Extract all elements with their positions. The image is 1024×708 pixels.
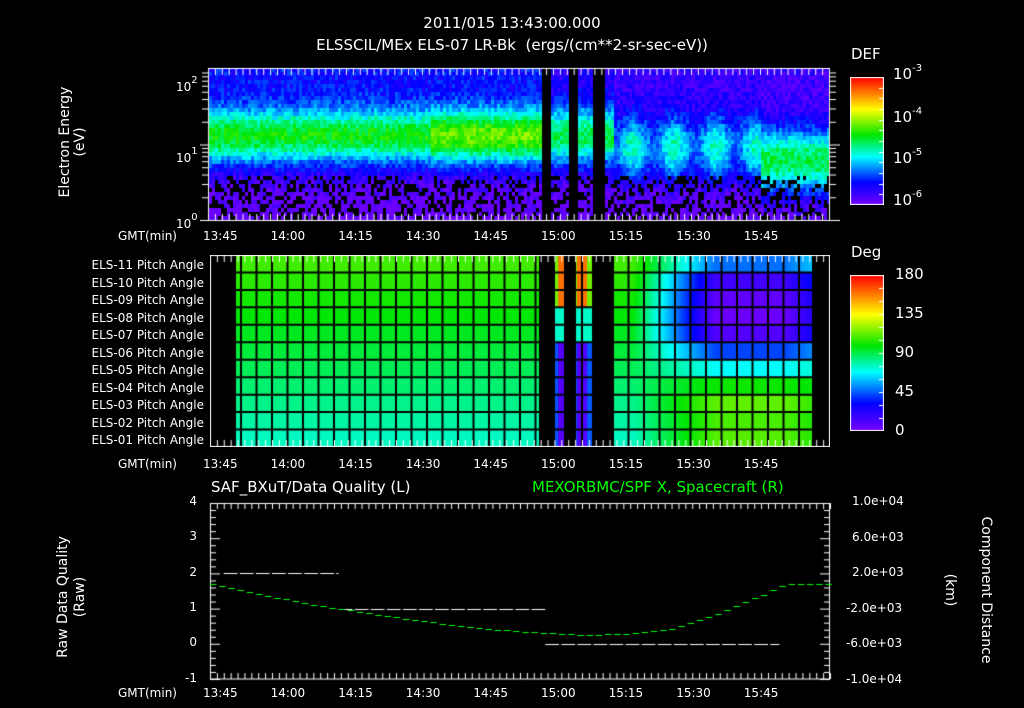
time-tick-label: 15:30 <box>676 229 711 243</box>
panel2-time-label: GMT(min) <box>118 457 177 471</box>
pitch-angle-grid <box>210 255 830 447</box>
deg-colorbar-label-0: 0 <box>895 421 905 439</box>
energy-spectrogram-axes <box>200 60 840 230</box>
deg-colorbar <box>850 275 884 431</box>
time-tick-label: 14:15 <box>338 457 373 471</box>
time-tick-label: 14:15 <box>338 229 373 243</box>
left-ytick-label: 4 <box>189 494 197 508</box>
panel1-ylabel: Electron Energy <box>57 86 73 198</box>
time-tick-label: 15:00 <box>541 457 576 471</box>
time-tick-label: 14:00 <box>270 457 306 471</box>
data-quality-line-plot <box>195 495 855 685</box>
panel1-yunit: (eV) <box>72 127 88 157</box>
time-tick-label: 15:30 <box>676 686 711 700</box>
right-ytick-label: -2.0e+03 <box>846 600 903 615</box>
time-tick-label: 14:30 <box>405 229 441 243</box>
right-ytick-label: 6.0e+03 <box>852 529 904 544</box>
left-ytick-label: 0 <box>189 635 197 650</box>
plot-timestamp: 2011/015 13:43:00.000 <box>423 14 601 32</box>
right-ytick-label: 1.0e+04 <box>852 494 904 508</box>
time-tick-label: 14:45 <box>473 229 508 243</box>
time-tick-label: 14:30 <box>405 686 441 700</box>
time-tick-label: 15:15 <box>608 457 644 471</box>
time-tick-label: 15:15 <box>608 229 644 243</box>
right-ytick-label: 2.0e+03 <box>852 565 904 580</box>
panel3-right-yunit: (km) <box>942 573 958 607</box>
def-colorbar-label-1e-6: 10-6 <box>893 189 923 209</box>
time-tick-label: 15:00 <box>541 229 576 243</box>
left-ytick-label: 3 <box>189 529 197 544</box>
pitch-angle-row-label: ELS-04 Pitch Angle <box>91 380 204 395</box>
panel1-ytick-1: 100 <box>176 212 198 231</box>
pitch-angle-row-label: ELS-02 Pitch Angle <box>91 415 204 430</box>
panel3-left-yunit: (Raw) <box>72 576 88 618</box>
panel1-time-label: GMT(min) <box>118 229 177 243</box>
pitch-angle-row-label: ELS-09 Pitch Angle <box>91 293 204 307</box>
panel1-ytick-10: 101 <box>176 146 198 165</box>
pitch-angle-row-label: ELS-07 Pitch Angle <box>91 328 204 342</box>
pitch-angle-row-label: ELS-06 Pitch Angle <box>91 345 204 360</box>
pitch-angle-row-label: ELS-10 Pitch Angle <box>91 275 204 290</box>
pitch-angle-row-label: ELS-01 Pitch Angle <box>91 433 204 447</box>
time-tick-label: 15:30 <box>676 457 711 471</box>
panel1-ytick-100: 102 <box>176 75 198 94</box>
def-colorbar-label-1e-4: 10-4 <box>893 106 923 126</box>
right-ytick-label: -1.0e+04 <box>846 672 903 686</box>
pitch-angle-row-label: ELS-08 Pitch Angle <box>91 310 204 325</box>
def-colorbar <box>850 77 884 205</box>
left-ytick-label: -1 <box>185 670 197 685</box>
time-tick-label: 14:45 <box>473 686 508 700</box>
panel3-left-title: SAF_BXuT/Data Quality (L) <box>211 478 411 496</box>
deg-colorbar-label-45: 45 <box>895 382 915 400</box>
def-colorbar-title: DEF <box>851 45 881 63</box>
deg-colorbar-title: Deg <box>851 243 882 261</box>
time-tick-label: 14:45 <box>473 457 508 471</box>
def-colorbar-label-1e-3: 10-3 <box>893 63 923 83</box>
left-ytick-label: 1 <box>189 599 197 614</box>
panel3-time-label: GMT(min) <box>118 686 177 700</box>
time-tick-label: 13:45 <box>203 686 238 700</box>
deg-colorbar-label-180: 180 <box>895 265 924 283</box>
deg-colorbar-label-90: 90 <box>895 343 915 361</box>
pitch-angle-row-label: ELS-03 Pitch Angle <box>91 398 204 412</box>
right-ytick-label: -6.0e+03 <box>846 636 903 651</box>
def-colorbar-label-1e-5: 10-5 <box>893 147 923 167</box>
time-tick-label: 14:15 <box>338 686 373 700</box>
deg-colorbar-label-135: 135 <box>895 304 924 322</box>
panel3-right-title: MEXORBMC/SPF X, Spacecraft (R) <box>532 478 784 496</box>
panel3-right-ylabel: Component Distance <box>978 516 994 664</box>
time-tick-label: 13:45 <box>203 229 238 243</box>
panel3-left-ylabel: Raw Data Quality <box>55 536 71 658</box>
time-tick-label: 14:00 <box>270 229 306 243</box>
pitch-angle-row-label: ELS-11 Pitch Angle <box>91 258 204 272</box>
pitch-angle-row-label: ELS-05 Pitch Angle <box>91 363 204 377</box>
time-tick-label: 15:15 <box>608 686 644 700</box>
time-tick-label: 14:30 <box>405 457 441 471</box>
time-tick-label: 15:45 <box>743 457 779 471</box>
left-ytick-label: 2 <box>189 564 197 579</box>
time-tick-label: 15:00 <box>541 686 576 700</box>
time-tick-label: 15:45 <box>743 229 779 243</box>
time-tick-label: 15:45 <box>743 686 779 700</box>
plot-subtitle: ELSSCIL/MEx ELS-07 LR-Bk (ergs/(cm**2-sr… <box>316 36 708 54</box>
time-tick-label: 14:00 <box>270 686 306 700</box>
time-tick-label: 13:45 <box>203 457 238 471</box>
